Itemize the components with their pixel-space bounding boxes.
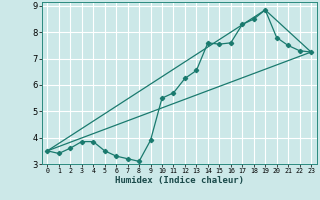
X-axis label: Humidex (Indice chaleur): Humidex (Indice chaleur) [115, 176, 244, 185]
